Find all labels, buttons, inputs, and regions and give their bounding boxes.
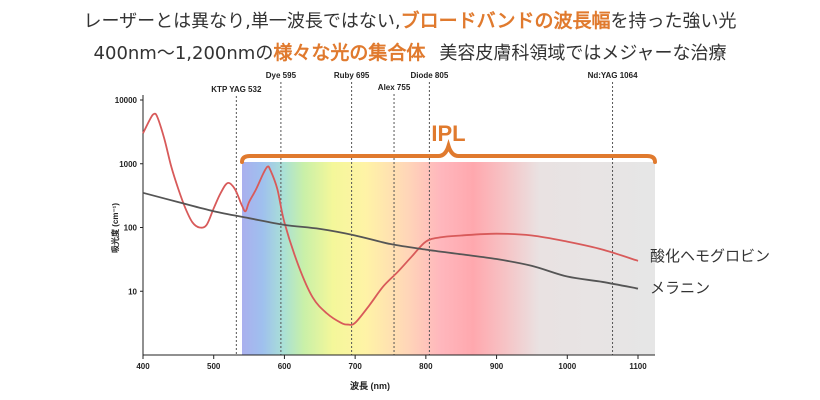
y-tick-label: 100 (124, 224, 138, 233)
ipl-band (242, 162, 655, 355)
legend-melanin: メラニン (650, 280, 710, 297)
x-axis-title: 波長 (nm) (350, 380, 390, 391)
laser-label: Nd:YAG 1064 (588, 71, 639, 80)
headline-1-part-1: レーザーとは異なり,単一波長ではない, (83, 11, 401, 32)
headline-1-part-2: を持った強い光 (610, 11, 737, 32)
hemoglobin-curve (142, 112, 639, 326)
headline-2-part-1: 400nm〜1,200nmの (93, 43, 274, 64)
x-tick-label: 600 (278, 362, 292, 371)
ipl-bracket (240, 139, 657, 164)
x-tick-label: 800 (419, 362, 433, 371)
x-tick-label: 900 (490, 362, 504, 371)
melanin-curve (142, 191, 639, 290)
y-axis-title: 吸光度 (cm⁻¹) (110, 203, 120, 253)
x-tick-label: 1000 (558, 362, 576, 371)
legend-hemoglobin: 酸化ヘモグロビン (650, 248, 770, 265)
y-tick-label: 10000 (115, 96, 138, 105)
x-tick-label: 400 (136, 362, 150, 371)
y-tick-label: 10 (128, 287, 137, 296)
headline-line-2: 400nm〜1,200nmの様々な光の集合体 美容皮膚科領域ではメジャーな治療 (0, 38, 820, 65)
y-tick-label: 1000 (119, 160, 137, 169)
laser-label: Diode 805 (410, 71, 448, 80)
x-tick-label: 500 (207, 362, 221, 371)
laser-label: Ruby 695 (334, 71, 370, 80)
headline-1-highlight: ブロードバンドの波長幅 (400, 10, 611, 32)
headline-2-highlight: 様々な光の集合体 (273, 42, 426, 64)
x-tick-label: 1100 (629, 362, 647, 371)
laser-label: KTP YAG 532 (211, 85, 262, 94)
laser-label: Alex 755 (378, 83, 411, 92)
x-tick-label: 700 (348, 362, 362, 371)
laser-label: Dye 595 (266, 71, 297, 80)
headline-2-part-2: 美容皮膚科領域ではメジャーな治療 (439, 43, 727, 64)
ipl-label: IPL (431, 121, 465, 146)
headline-line-1: レーザーとは異なり,単一波長ではない,ブロードバンドの波長幅を持った強い光 (0, 6, 820, 33)
